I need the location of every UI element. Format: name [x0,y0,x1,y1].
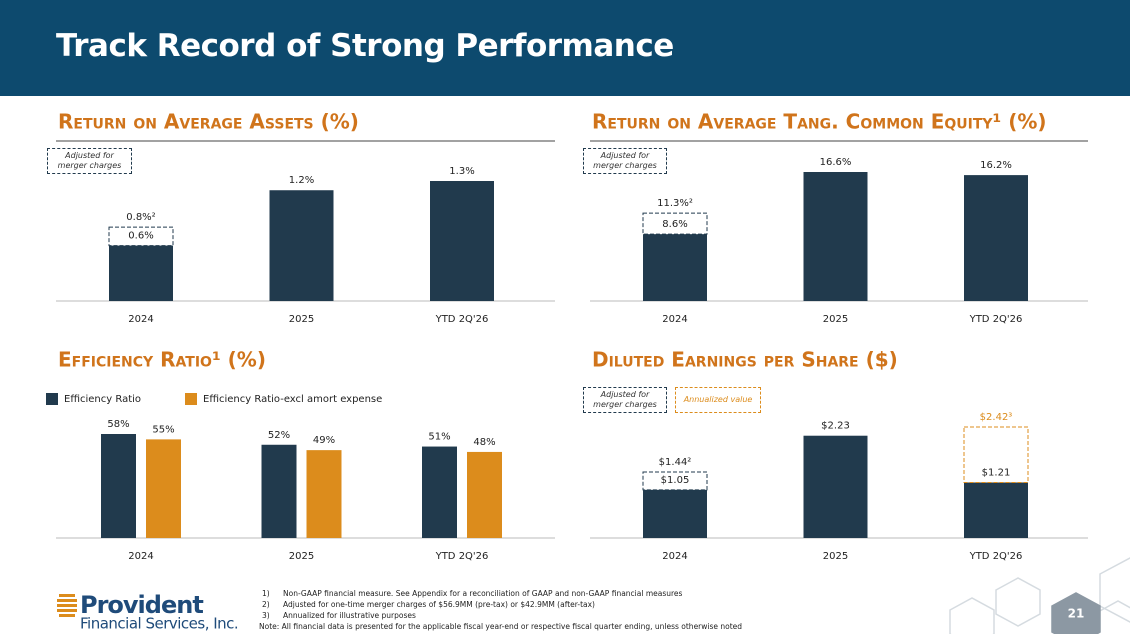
x-tick-label: 2024 [662,314,687,325]
overlay-box [963,426,1029,483]
chart-title: Return on Average Tang. Common Equity¹ (… [592,110,1047,134]
footnote-text: Annualized for illustrative purposes [283,611,416,620]
footnote-text: Adjusted for one-time merger charges of … [283,600,595,609]
x-tick-label: YTD 2Q'26 [969,314,1023,325]
value-label: 55% [152,424,174,435]
bar [306,450,342,538]
chart-title: Efficiency Ratio¹ (%) [58,348,266,372]
legend-label: Efficiency Ratio-excl amort expense [203,394,382,405]
value-label: 58% [107,419,129,430]
value-label: 1.3% [449,166,474,177]
bar [430,181,494,301]
overlay-label: 11.3%² [657,198,693,209]
bar [643,489,707,538]
header-band: Track Record of Strong Performance [0,0,1130,96]
slide-title: Track Record of Strong Performance [56,28,674,64]
chart-title: Diluted Earnings per Share ($) [592,348,898,372]
bar [964,175,1028,301]
overlay-label: $1.44² [659,457,692,468]
value-label: 49% [313,435,335,446]
overlay-label: $2.42³ [980,412,1013,423]
bar [803,435,868,538]
bar [803,172,868,301]
bar [422,446,457,538]
annotation-box: Adjusted for merger charges [583,387,667,413]
x-tick-label: 2024 [128,551,153,562]
footnote-marker: 2) [262,600,270,609]
x-tick-label: 2025 [289,314,314,325]
annotation-box: Adjusted for merger charges [47,148,132,174]
annotation-box: Annualized value [675,387,761,413]
value-label: 0.6% [128,231,153,242]
footnote-text: Non-GAAP financial measure. See Appendix… [283,589,683,598]
bar [964,482,1028,538]
bar [109,245,173,301]
overlay-box [108,226,174,247]
annotation-box: Adjusted for merger charges [583,148,667,174]
bar [643,234,707,301]
value-label: 51% [428,432,450,443]
overlay-label: 0.8%² [126,212,155,223]
value-label: $1.21 [982,468,1011,479]
value-label: 16.2% [980,160,1012,171]
value-label: 52% [268,430,290,441]
x-tick-label: 2025 [823,551,848,562]
x-tick-label: 2025 [289,551,314,562]
value-label: $1.05 [661,475,690,486]
bar [146,439,181,538]
legend-swatch [46,393,58,405]
chart-title: Return on Average Assets (%) [58,110,359,134]
value-label: $2.23 [821,421,850,432]
bar [101,434,136,538]
logo-name: Provident [80,591,203,619]
legend-swatch [185,393,197,405]
bar [261,444,297,538]
x-tick-label: 2025 [823,314,848,325]
bar [467,451,502,538]
logo-tagline: Financial Services, Inc. [80,615,238,633]
value-label: 48% [473,437,495,448]
x-tick-label: YTD 2Q'26 [969,551,1023,562]
legend-label: Efficiency Ratio [64,394,141,405]
footnote-note: Note: All financial data is presented fo… [259,622,743,631]
footnote-marker: 3) [262,611,270,620]
x-tick-label: YTD 2Q'26 [435,551,489,562]
page-number: 21 [1068,607,1085,621]
footnote-marker: 1) [262,589,270,598]
value-label: 8.6% [662,219,687,230]
x-tick-label: 2024 [662,551,687,562]
x-tick-label: 2024 [128,314,153,325]
bar [269,190,334,301]
hexagon-decoration [949,557,1130,634]
logo-icon [57,594,77,617]
x-tick-label: YTD 2Q'26 [435,314,489,325]
value-label: 16.6% [820,157,852,168]
overlay-box [642,471,708,491]
value-label: 1.2% [289,175,314,186]
overlay-box [642,212,708,235]
